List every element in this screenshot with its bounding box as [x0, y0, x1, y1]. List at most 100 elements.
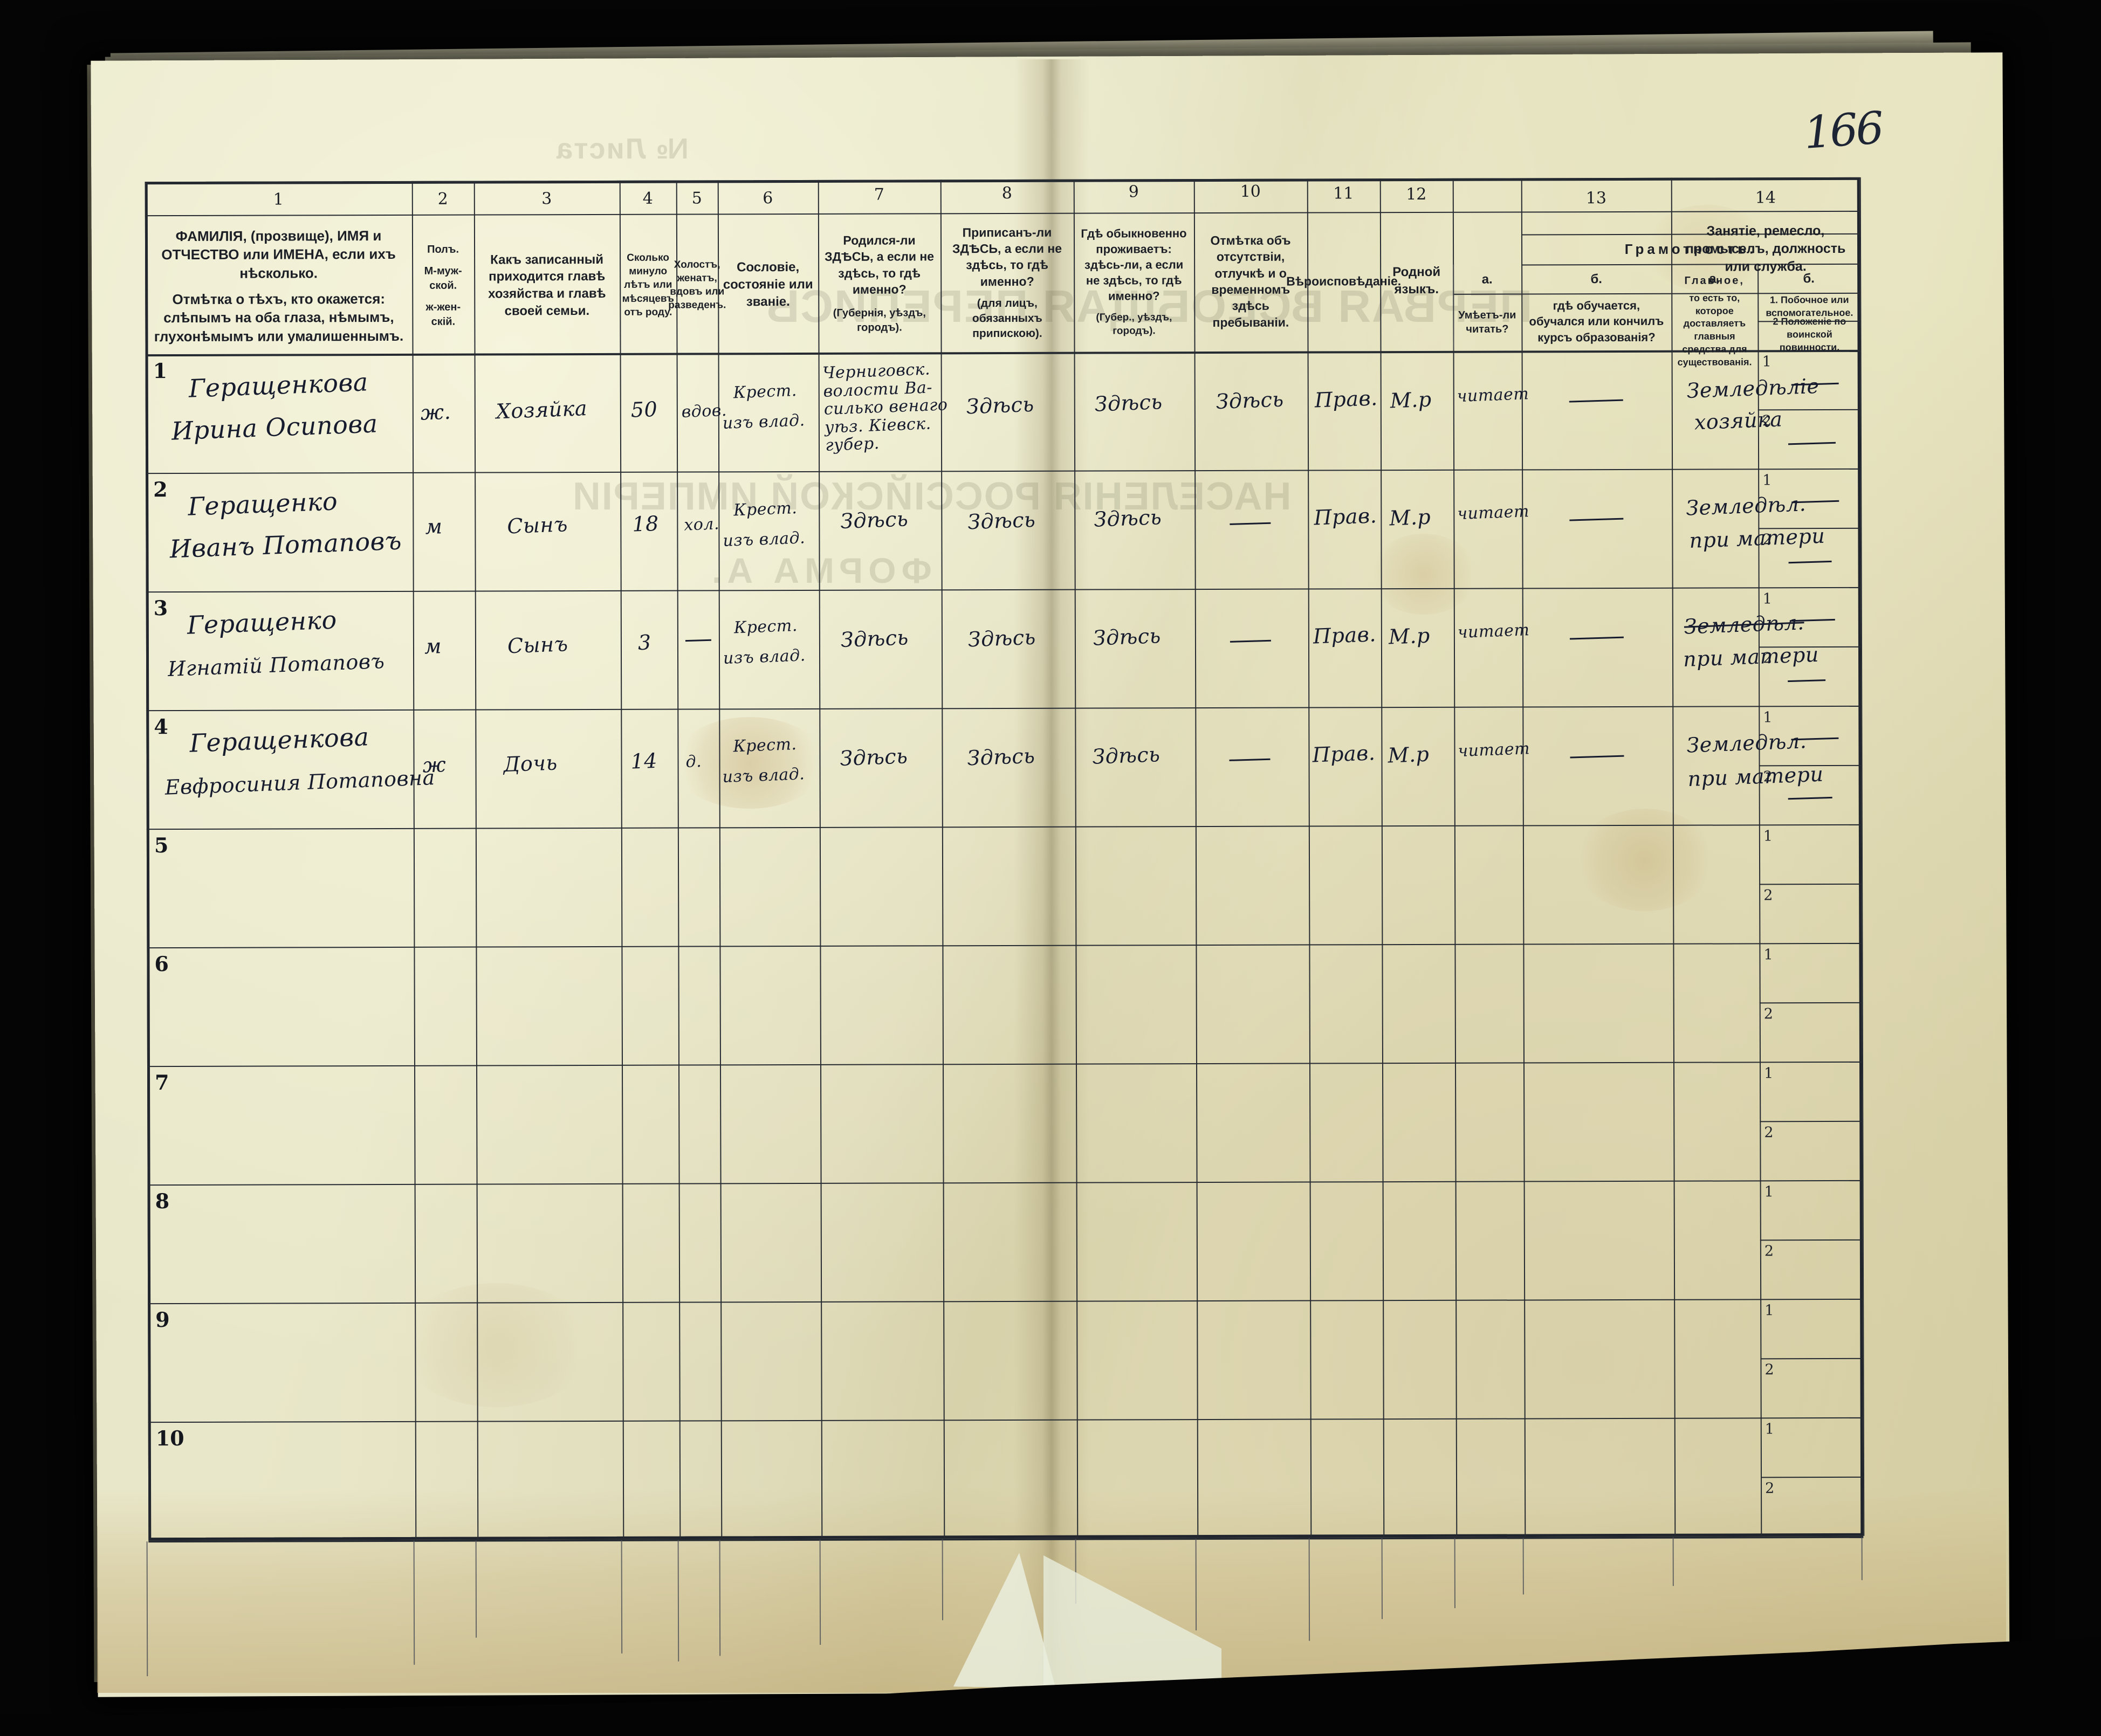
sub-marker-1: 1: [1764, 1065, 1774, 1082]
header-col-14-title: Занятіе, ремесло, промыселъ, должность и…: [1685, 223, 1846, 274]
column-number: 6: [763, 189, 773, 208]
header-col-9-sub: (Губер., уѣздъ, городъ).: [1096, 311, 1172, 337]
header-col-8-sub: (для лицъ, обязанныхъ припискою).: [972, 297, 1042, 340]
entry-marital: хол.: [683, 514, 720, 535]
entry-language: М.р: [1388, 623, 1431, 649]
entry-literacy-a: читает: [1457, 739, 1530, 761]
entry-estate-1: Крест.: [733, 381, 798, 403]
entry-residence: Здѣсь: [1094, 390, 1163, 416]
header-col-8-title: Приписанъ-ли ЗДѢСЬ, а если не здѣсь, то …: [952, 225, 1062, 288]
header-col-14b-label: б.: [1803, 271, 1815, 286]
header-col-1-title: ФАМИЛІЯ, (прозвище), ИМЯ и ОТЧЕСТВО или …: [161, 228, 396, 281]
entry-birthplace: Черниговск. волости Ва- силько венаго уѣ…: [822, 360, 949, 456]
entry-relation: Сынъ: [507, 632, 569, 658]
entry-occupation-1: Земледѣл.: [1685, 492, 1807, 520]
entry-occupation-2: хозяйка: [1694, 407, 1783, 435]
entry-residence: Здѣсь: [1093, 505, 1162, 532]
entry-language: М.р: [1387, 742, 1430, 768]
column-number: 4: [642, 189, 653, 208]
entry-occupation-1: Земледѣліе: [1686, 374, 1820, 403]
row-number: 2: [153, 477, 168, 502]
entry-language: М.р: [1389, 387, 1432, 413]
row-number: 5: [154, 833, 169, 858]
header-col-5: Холостъ, женатъ, вдовъ или разведенъ.: [668, 259, 726, 311]
header-col-14a-detail: то есть то, которое доставляетъ главныя …: [1677, 292, 1752, 368]
sub-marker-1: 1: [1764, 1302, 1774, 1319]
header-col-7: Родился-ли ЗДѢСЬ, а если не здѣсь, то гд…: [819, 215, 940, 352]
row-number: 4: [154, 714, 168, 739]
entry-estate-2: изъ влад.: [722, 528, 806, 551]
entry-estate-2: изъ влад.: [723, 646, 806, 669]
column-number: 10: [1240, 182, 1261, 201]
column-number: 3: [541, 189, 552, 209]
sub-marker-1: 1: [1762, 472, 1772, 489]
entry-estate-2: изъ влад.: [722, 411, 806, 433]
row-number: 1: [153, 359, 168, 383]
header-col-2-sub: М-муж-ской.: [424, 265, 462, 292]
column-number: 8: [1001, 183, 1012, 203]
row-number: 10: [155, 1425, 184, 1451]
entry-surname: Геращенко: [187, 486, 338, 521]
row-number: 7: [155, 1070, 169, 1095]
sub-marker-2: 2: [1764, 1361, 1774, 1379]
entry-religion: Прав.: [1313, 622, 1377, 649]
header-col-3: Какъ записанный приходится главѣ хозяйст…: [488, 252, 606, 319]
header-col-14a-text: Главное, то есть то, которое доставляетъ…: [1672, 274, 1756, 367]
header-col-9: Гдѣ обыкновенно проживаетъ: здѣсь-ли, а …: [1075, 212, 1193, 351]
column-number: 13: [1585, 189, 1606, 208]
sub-marker-2: 2: [1763, 887, 1773, 904]
entry-literacy-a: читает: [1457, 621, 1530, 643]
column-number: 1: [273, 190, 284, 209]
header-col-9-title: Гдѣ обыкновенно проживаетъ: здѣсь-ли, а …: [1081, 226, 1187, 303]
entry-age: 18: [631, 511, 660, 536]
entry-birthplace: Здѣсь: [840, 507, 909, 533]
entry-residence: Здѣсь: [1093, 624, 1162, 650]
header-col-14b-line2: 2 Положеніе по воинской повинности.: [1773, 316, 1846, 353]
header-col-2-title: Полъ.: [427, 243, 459, 256]
census-table: 1 2 3 4 5 6 7 8 9 10 11 12 13 14 ФАМИЛІЯ…: [145, 177, 1865, 1543]
entry-surname: Геращенко: [186, 605, 338, 640]
header-col-14a-main: Главное,: [1684, 274, 1745, 287]
column-number: 11: [1333, 184, 1354, 203]
entry-age: 3: [637, 630, 652, 655]
entry-sex: м: [424, 634, 442, 659]
entry-registered: Здѣсь: [967, 507, 1036, 534]
entry-occupation-1: Земледѣл.: [1684, 610, 1805, 639]
entry-marital: вдов.: [681, 401, 727, 422]
sub-marker-1: 1: [1764, 1421, 1775, 1438]
header-col-11: Вѣроисповѣданіе.: [1286, 273, 1402, 288]
entry-estate-1: Крест.: [733, 498, 798, 520]
column-number: 2: [437, 189, 448, 209]
header-col-13b-label: б.: [1590, 272, 1602, 287]
entry-age: 50: [630, 397, 658, 422]
column-number: 5: [691, 189, 702, 208]
folio-number: 166: [1802, 102, 1884, 159]
entry-marital: д.: [685, 752, 702, 772]
header-col-12: Родной языкъ.: [1392, 265, 1441, 297]
header-col-7-sub: (Губернія, уѣздъ, городъ).: [833, 307, 926, 334]
entry-estate-2: изъ влад.: [722, 764, 805, 787]
sub-marker-1: 1: [1763, 709, 1773, 726]
entry-sex: м: [424, 514, 443, 539]
entry-registered: Здѣсь: [967, 625, 1036, 652]
header-col-4: Сколько минуло лѣтъ или мѣсяцевъ отъ род…: [622, 252, 675, 318]
sub-marker-1: 1: [1763, 828, 1773, 845]
entry-occupation-1: Земледѣл.: [1686, 729, 1807, 757]
entry-relation: Дочь: [503, 750, 558, 777]
header-col-6: Сословіе, состояніе или званіе.: [723, 260, 813, 309]
header-col-13b-text: гдѣ обучается, обучался или кончилъ курс…: [1529, 299, 1664, 344]
sub-marker-1: 1: [1762, 353, 1772, 370]
row-number: 6: [154, 952, 169, 976]
entry-age: 14: [630, 748, 658, 774]
entry-literacy-a: читает: [1457, 502, 1530, 524]
sub-marker-1: 1: [1763, 946, 1773, 963]
entry-sex: ж.: [420, 399, 451, 425]
entry-religion: Прав.: [1314, 386, 1378, 412]
sub-marker-1: 1: [1764, 1183, 1774, 1201]
header-col-8: Приписанъ-ли ЗДѢСЬ, а если не здѣсь, то …: [942, 214, 1073, 352]
column-number: 7: [874, 185, 884, 204]
row-number: 8: [155, 1189, 170, 1214]
sub-marker-2: 2: [1764, 1243, 1774, 1260]
entry-registered: Здѣсь: [965, 392, 1035, 419]
column-number: 9: [1128, 182, 1139, 202]
